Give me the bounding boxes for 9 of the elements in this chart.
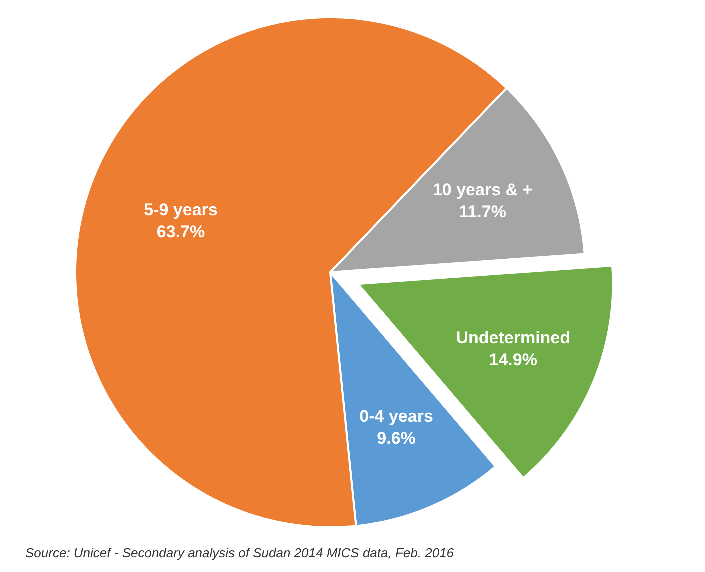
data-label: 9.6% [377,428,416,448]
slice-label: 0-4 years [360,406,434,426]
slice-label: 5-9 years [144,200,218,220]
data-label: 63.7% [156,222,206,242]
slice-label: Undetermined [456,328,571,348]
data-label: 11.7% [459,202,506,222]
slice-label: 10 years & + [432,180,533,200]
data-label: 14.9% [489,350,538,370]
source-note: Source: Unicef - Secondary analysis of Sudan 2014 MICS data, Feb. 2016 [26,546,455,560]
